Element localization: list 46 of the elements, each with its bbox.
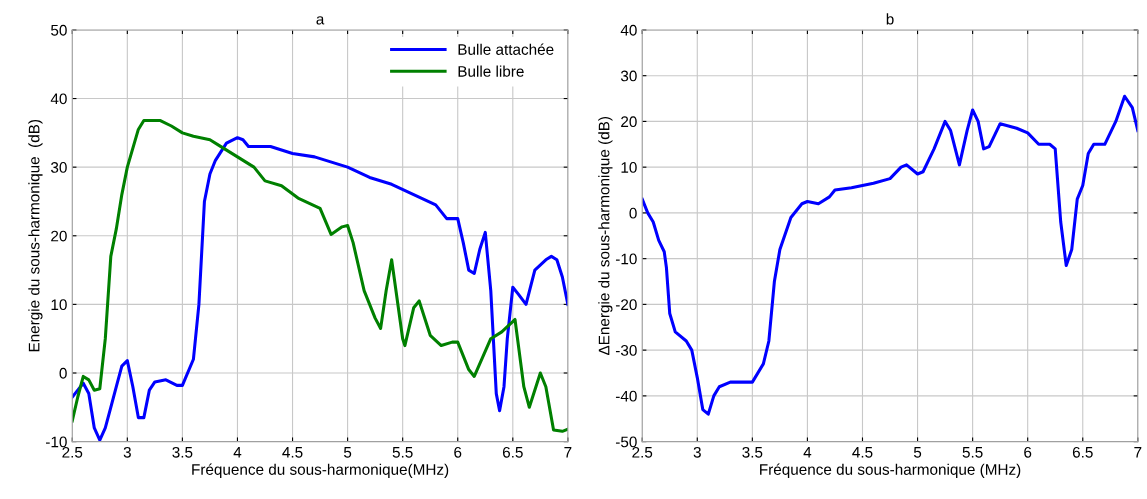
y-tick-label: 10 <box>51 299 67 311</box>
x-axis-title: Fréquence du sous-harmonique(MHz) <box>192 463 449 478</box>
x-tick-label: 6.5 <box>1072 446 1093 458</box>
y-axis-title: Energie du sous-harmonique (dB) <box>28 119 43 352</box>
y-tick-label: 20 <box>621 116 637 128</box>
x-tick-label: 5.5 <box>962 447 983 458</box>
y-tick-label: 30 <box>50 162 67 173</box>
y-tick-label: 40 <box>50 93 67 105</box>
y-tick-label: 20 <box>51 230 67 242</box>
x-tick-label: 6 <box>454 446 462 458</box>
x-tick-label: 3.5 <box>172 446 193 458</box>
y-tick-label: -10 <box>615 253 637 265</box>
y-axis-title: ΔEnergie du sous-harmonique (dB) <box>598 116 613 356</box>
x-tick-label: 7 <box>564 447 572 458</box>
y-tick-label: -20 <box>615 299 637 311</box>
legend-label: Bulle libre <box>458 65 524 77</box>
y-tick-label: -30 <box>615 345 637 356</box>
x-tick-label: 3 <box>123 446 131 458</box>
x-tick-label: 4 <box>233 447 242 458</box>
x-tick-label: 3.5 <box>742 446 763 458</box>
chart-title: b <box>886 13 894 25</box>
x-tick-label: 4 <box>803 447 812 458</box>
x-tick-label: 2.5 <box>632 446 653 458</box>
x-tick-label: 5.5 <box>392 447 413 458</box>
chart-title: a <box>316 16 325 25</box>
legend-label: Bulle attachée <box>458 43 554 55</box>
x-tick-label: 7 <box>1134 447 1142 458</box>
y-tick-label: 40 <box>620 24 637 36</box>
y-tick-label: 30 <box>620 70 637 82</box>
x-tick-label: 5 <box>343 447 352 458</box>
x-tick-label: 4.5 <box>282 447 303 458</box>
y-tick-label: -50 <box>615 436 637 448</box>
x-tick-label: 2.5 <box>62 446 83 458</box>
y-tick-label: -40 <box>615 390 637 402</box>
x-axis-title: Fréquence du sous-harmonique (MHz) <box>760 463 1021 478</box>
x-tick-label: 5 <box>913 447 922 458</box>
x-tick-label: 4.5 <box>852 447 873 458</box>
y-tick-label: 0 <box>59 367 67 379</box>
y-tick-label: 50 <box>51 24 67 36</box>
x-tick-label: 6 <box>1024 446 1032 458</box>
x-tick-label: 3 <box>693 446 701 458</box>
line-series <box>642 94 1138 416</box>
y-tick-label: -10 <box>46 436 67 448</box>
y-tick-label: 0 <box>629 207 637 219</box>
x-tick-label: 6.5 <box>502 446 523 458</box>
y-tick-label: 10 <box>621 162 637 173</box>
